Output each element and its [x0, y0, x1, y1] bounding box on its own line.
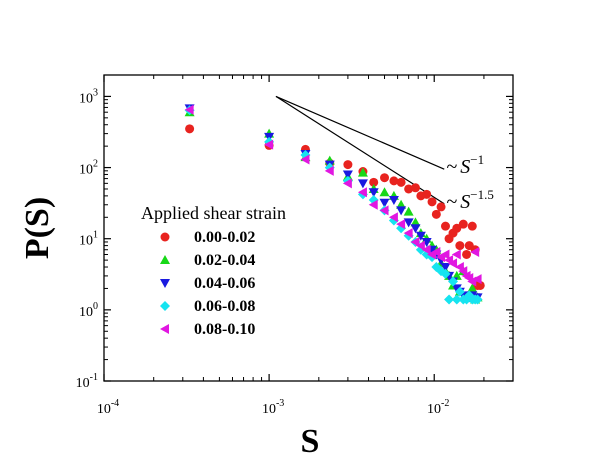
data-point [462, 249, 472, 259]
data-point [396, 206, 407, 216]
data-point [455, 241, 465, 251]
tilde-glyph: ~ [446, 156, 457, 178]
data-point [410, 183, 420, 193]
data-point [357, 167, 368, 177]
data-point [342, 178, 352, 189]
data-point [379, 205, 389, 216]
data-point [427, 197, 437, 207]
data-point [396, 177, 406, 187]
data-point [342, 170, 353, 180]
data-point [475, 280, 485, 290]
data-point [403, 228, 413, 239]
data-point [410, 217, 421, 227]
data-point [467, 221, 477, 231]
x-tick-label: 10-4 [97, 398, 119, 417]
data-point [396, 219, 406, 230]
data-point [458, 219, 468, 229]
data-point [440, 221, 450, 231]
data-point [421, 244, 431, 255]
data-point [458, 266, 468, 277]
data-point [472, 294, 483, 305]
data-point [357, 187, 367, 198]
data-point [368, 199, 378, 210]
data-point [379, 198, 390, 208]
data-point [451, 249, 461, 260]
legend: 0.00-0.02 0.02-0.04 0.04-0.06 0.06-0.08 0.08… [160, 229, 255, 338]
reference-line-label: S−1 [460, 152, 484, 178]
data-point [357, 179, 368, 189]
legend-label: 0.04-0.06 [194, 275, 255, 292]
x-tick-label: 10-3 [262, 398, 284, 417]
y-axis-title: P(S) [19, 197, 56, 259]
data-point [388, 196, 399, 206]
data-point [422, 189, 432, 199]
data-point [300, 154, 310, 165]
data-point [448, 276, 459, 287]
plot-frame [103, 74, 514, 382]
data-point [454, 286, 465, 297]
data-point [410, 236, 420, 247]
data-point [343, 160, 353, 170]
data-point [410, 224, 421, 234]
legend-marker [160, 301, 170, 311]
data-point [436, 202, 446, 212]
legend-marker [160, 324, 169, 334]
axis-ticks [103, 74, 514, 382]
data-point [470, 247, 480, 258]
data-point [415, 240, 425, 251]
reference-line-label: S−1.5 [460, 187, 494, 213]
reference-lines: ~ S−1~ S−1.5 [275, 95, 494, 213]
data-point [324, 165, 334, 176]
legend-label: 0.02-0.04 [194, 252, 255, 269]
data-point [467, 283, 478, 293]
data-point [369, 177, 379, 187]
data-point [431, 209, 441, 219]
y-tick-label: 102 [79, 159, 98, 178]
y-tick-label: 10-1 [76, 372, 98, 391]
data-point [264, 139, 274, 150]
data-point [403, 206, 414, 216]
data-point [440, 268, 451, 279]
data-point [421, 237, 432, 247]
data-point [379, 187, 390, 197]
y-tick-label: 101 [79, 230, 98, 249]
data-point [389, 176, 399, 186]
data-point [452, 223, 462, 233]
data-point [440, 263, 451, 273]
data-point [185, 124, 195, 134]
data-point [440, 249, 450, 260]
x-axis-title: S [301, 423, 320, 460]
data-point [472, 274, 482, 285]
data-markers [184, 104, 485, 305]
reference-line [275, 95, 445, 170]
x-tick-label: 10-2 [427, 398, 449, 417]
y-tick-label: 103 [79, 87, 98, 106]
data-point [431, 247, 441, 258]
legend-label: 0.08-0.10 [194, 321, 255, 338]
legend-marker [160, 232, 170, 242]
data-point [448, 258, 458, 269]
data-point [415, 231, 426, 241]
data-point [403, 218, 414, 228]
tick-labels: 10-4 10-3 10-2 10-1 100 101 102 103 [76, 87, 450, 417]
data-point [451, 294, 462, 305]
y-tick-label: 100 [79, 301, 98, 320]
data-point [404, 184, 414, 194]
data-point [368, 188, 379, 198]
data-point [388, 212, 398, 223]
data-point [444, 294, 455, 305]
legend-label: 0.00-0.02 [194, 229, 255, 246]
legend-title: Applied shear strain [141, 203, 286, 223]
tilde-glyph: ~ [446, 191, 457, 213]
data-point [380, 173, 390, 183]
data-point [184, 104, 194, 115]
legend-marker [160, 279, 170, 288]
legend-label: 0.06-0.08 [194, 298, 255, 315]
legend-marker [160, 255, 170, 264]
